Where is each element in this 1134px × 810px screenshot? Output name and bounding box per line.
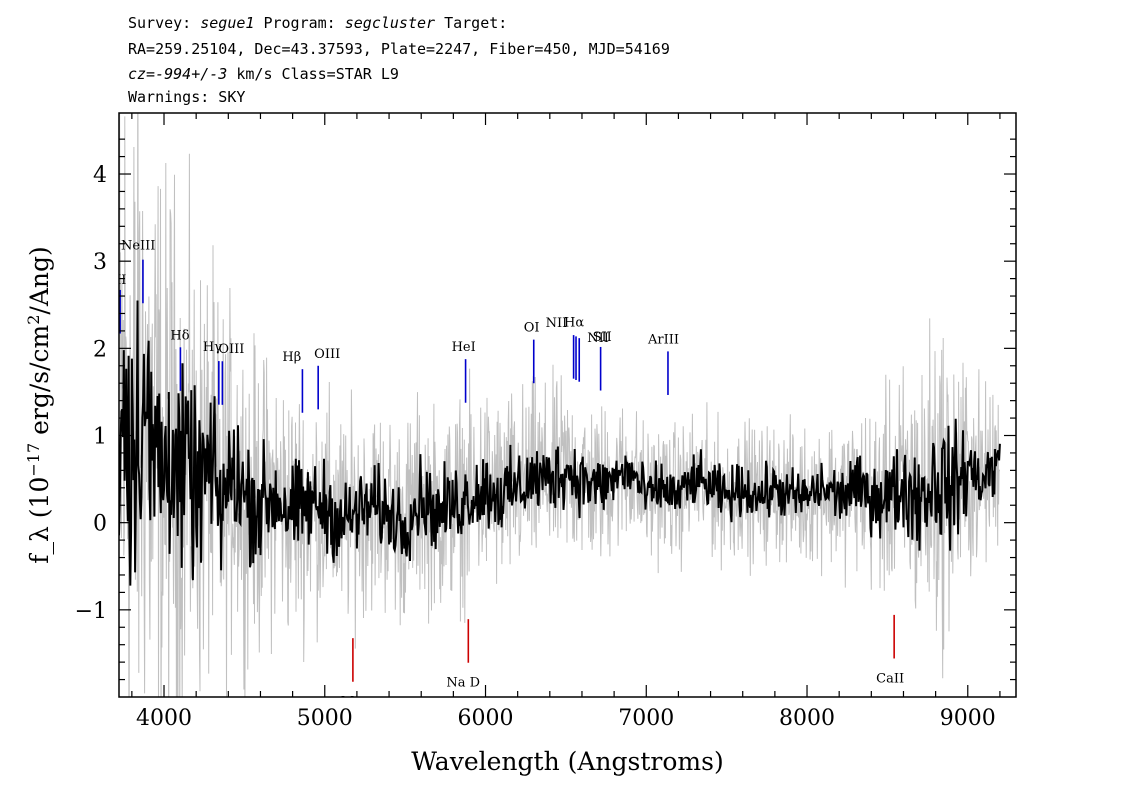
line-label-7: HeI [452,340,476,355]
header-line-1: Survey: segue1 Program: segcluster Targe… [128,14,508,32]
line-label-11: NII [587,331,609,346]
line-label-13: ArIII [647,332,679,347]
y-tick-label: 1 [93,425,107,450]
line-label-9: NII [546,316,568,331]
line-label-4: OIII [218,342,244,357]
y-axis-label: f_λ (10−17 erg/s/cm2/Ang) [24,246,54,564]
line-label-6: OIII [314,347,340,362]
x-tick-label: 8000 [779,706,835,731]
line-label-8: OI [524,321,540,336]
line-label-10: Hα [564,315,584,330]
line-label-14: Mg [341,695,363,710]
x-tick-label: 6000 [458,706,514,731]
y-tick-label: 0 [93,512,107,537]
x-tick-label: 4000 [136,706,192,731]
x-tick-label: 9000 [940,706,996,731]
header-line-3: cz=-994+/-3 km/s Class=STAR L9 [128,65,399,83]
y-tick-label: 2 [93,337,107,362]
program-name: segcluster [344,14,436,32]
y-tick-label: −1 [75,599,107,624]
series-error [119,113,1001,697]
header-line-4: Warnings: SKY [128,88,246,106]
line-label-1: NeIII [121,239,155,254]
line-label-16: CaII [876,671,904,686]
line-label-2: Hδ [170,328,189,343]
y-tick-label: 3 [93,250,107,275]
line-label-15: Na D [446,676,480,691]
plot-frame [118,112,1017,698]
x-axis-label: Wavelength (Angstroms) [411,747,723,776]
x-tick-label: 5000 [297,706,353,731]
y-tick-label: 4 [93,163,107,188]
line-label-5: Hβ [282,350,301,365]
line-label-3: Hγ [203,340,222,355]
survey-name: segue1 [200,14,255,32]
redshift-value: cz=-994+/-3 [128,65,228,83]
header-line-2: RA=259.25104, Dec=43.37593, Plate=2247, … [128,40,670,58]
series-flux [119,300,1001,586]
x-tick-label: 7000 [618,706,674,731]
line-label-12: SII [593,330,612,345]
line-label-0: II [116,273,126,288]
